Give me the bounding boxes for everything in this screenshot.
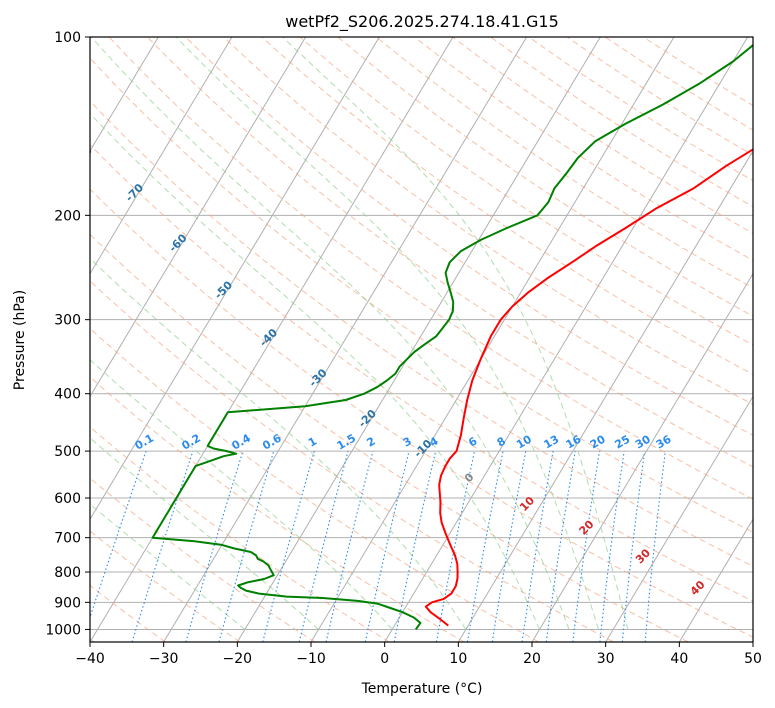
x-tick-label: −10 — [296, 651, 326, 667]
dry-adiabat-label: -80 — [72, 144, 95, 167]
x-tick-label: 20 — [523, 651, 541, 667]
mixing-ratio-line — [218, 450, 275, 642]
mixing-ratio-line — [393, 450, 437, 642]
y-axis: 100 200 300 400 500 600 700 800 900 1000 — [45, 30, 90, 638]
dry-adiabat-line — [90, 143, 753, 602]
y-tick-label: 700 — [54, 531, 81, 547]
isotherm-line — [236, 37, 601, 642]
isotherm-line — [531, 272, 753, 642]
moist-adiabat-line — [90, 112, 540, 630]
dry-adiabat-line — [90, 327, 540, 642]
isotherm-line — [90, 37, 380, 521]
moist-adiabat-line — [282, 37, 629, 630]
y-axis-label: Pressure (hPa) — [12, 290, 28, 390]
isotherm-line — [310, 37, 675, 642]
y-tick-label: 900 — [54, 595, 81, 611]
moist-adiabat-line — [90, 437, 319, 630]
mixing-ratio-line — [545, 451, 576, 642]
dry-adiabat-line — [90, 280, 614, 642]
sounding-series — [151, 43, 753, 630]
dry-adiabat-line — [90, 188, 753, 638]
x-tick-label: 40 — [670, 651, 688, 667]
moist-adiabat-line — [90, 359, 393, 630]
mixing-ratio-line — [325, 450, 374, 642]
x-axis-label: Temperature (°C) — [361, 681, 483, 697]
dry-adiabat-line — [299, 37, 753, 346]
isotherm-line — [457, 149, 753, 642]
dry-adiabat-line — [90, 100, 753, 567]
moist-adiabat-line — [91, 37, 570, 630]
x-tick-label: 50 — [744, 651, 762, 667]
isotherm-line — [90, 37, 454, 642]
x-tick-label: 10 — [449, 651, 467, 667]
x-tick-label: −40 — [75, 651, 105, 667]
moist-adiabats — [90, 37, 629, 630]
mixing-ratio-line — [599, 451, 625, 642]
dry-adiabat-line — [146, 37, 753, 468]
dry-adiabat-line — [90, 233, 689, 642]
y-tick-label: 600 — [54, 491, 81, 507]
y-tick-label: 800 — [54, 565, 81, 581]
mixing-ratio-line — [364, 450, 410, 642]
x-tick-label: −20 — [223, 651, 253, 667]
dry-adiabat-line — [90, 477, 315, 642]
y-tick-label: 500 — [54, 444, 81, 460]
isotherm-line — [384, 37, 749, 642]
isobar-gridlines — [90, 37, 753, 630]
moist-adiabat-line — [90, 257, 467, 630]
moist-adiabat-line — [175, 37, 599, 630]
mixing-ratio-lines — [90, 450, 666, 642]
mixing-ratio-line — [262, 450, 315, 642]
dry-adiabat-line — [90, 376, 465, 642]
mixing-ratio-line — [131, 450, 194, 642]
dry-adiabat-line — [90, 426, 390, 642]
mixing-ratio-line — [521, 451, 554, 642]
x-axis: −40 −30 −20 −10 0 10 20 30 40 50 — [75, 642, 762, 667]
moist-adiabat-line — [90, 503, 246, 630]
y-tick-label: 400 — [54, 387, 81, 403]
mixing-ratio-line — [185, 450, 244, 642]
y-tick-label: 1000 — [45, 622, 81, 638]
x-tick-label: 0 — [380, 651, 389, 667]
isotherm-line — [163, 37, 528, 642]
dry-adiabat-line — [90, 584, 166, 642]
temperature-profile-line — [424, 148, 753, 627]
dry-adiabat-line — [108, 37, 753, 500]
dry-adiabats — [90, 37, 753, 642]
y-tick-label: 300 — [54, 313, 81, 329]
mixing-ratio-line — [621, 451, 646, 642]
y-tick-label: 200 — [54, 208, 81, 224]
dry-adiabat-line — [90, 530, 241, 642]
isotherm-line — [90, 37, 233, 275]
mixing-ratio-line — [572, 451, 601, 642]
dry-adiabat-line — [261, 37, 753, 375]
isotherm-line — [90, 37, 307, 398]
plot-frame — [89, 36, 754, 643]
dewpoint-profile-line — [151, 43, 753, 630]
isotherm-line — [678, 518, 753, 642]
chart-title: wetPf2_S206.2025.274.18.41.G15 — [285, 12, 559, 32]
y-tick-label: 100 — [54, 30, 81, 46]
mixing-ratio-line — [298, 450, 349, 642]
x-tick-label: 30 — [597, 651, 615, 667]
isotherm-line — [90, 37, 159, 152]
plot-area: 0.10.20.40.611.52346810131620253036-100-… — [72, 37, 753, 642]
x-tick-label: −30 — [149, 651, 179, 667]
isotherm-line — [605, 395, 753, 642]
mixing-ratio-line — [644, 451, 666, 642]
dry-adiabat-line — [90, 57, 753, 533]
skewed-isotherm-gridlines — [90, 37, 753, 642]
